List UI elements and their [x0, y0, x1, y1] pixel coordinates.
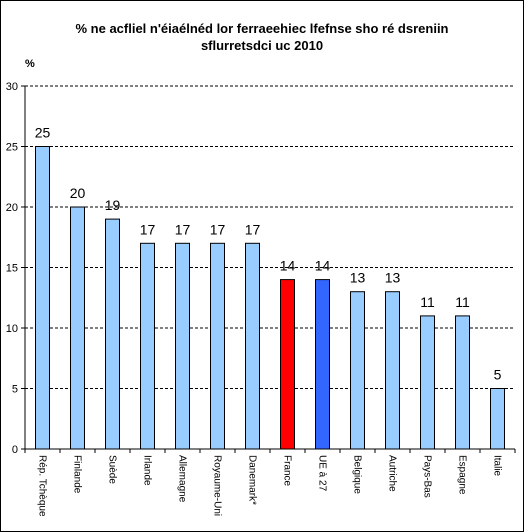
data-label: 5	[494, 367, 502, 383]
data-label: 13	[350, 270, 366, 286]
x-tick-label: Autriche	[387, 455, 398, 492]
chart-title-line-1: % ne acfliel n'éiaélnéd lor ferraeehiec …	[75, 21, 449, 36]
bar	[245, 242, 260, 450]
data-label: 17	[245, 221, 261, 237]
data-label: 25	[35, 125, 51, 141]
x-tick-label: Finlande	[72, 455, 83, 494]
data-label: 17	[140, 221, 156, 237]
x-tick-label: Italie	[492, 455, 503, 477]
data-label: 11	[420, 294, 435, 310]
data-label: 19	[105, 197, 121, 213]
bar	[70, 206, 85, 450]
data-label: 20	[70, 185, 86, 201]
y-tick-label: 10	[6, 323, 18, 335]
x-tick-label: Belgique	[352, 455, 363, 494]
y-tick-label: 25	[6, 142, 18, 154]
data-label: 11	[455, 294, 470, 310]
data-label: 17	[210, 221, 226, 237]
y-tick-label: 30	[6, 81, 18, 93]
bar	[210, 242, 225, 450]
x-tick-label: Royaume-Uni	[212, 455, 223, 516]
data-label: 14	[315, 258, 331, 274]
bar	[385, 291, 400, 450]
x-tick-label: Allemagne	[177, 455, 188, 503]
x-tick-label: France	[282, 455, 293, 487]
chart-title: % ne acfliel n'éiaélnéd lor ferraeehiec …	[0, 20, 524, 54]
y-tick-label: 20	[6, 202, 18, 214]
data-label: 13	[385, 270, 401, 286]
bar	[455, 315, 470, 450]
bar	[105, 218, 120, 450]
bar	[420, 315, 435, 450]
y-axis-unit-label: %	[25, 58, 35, 70]
y-tick-label: 0	[12, 444, 18, 456]
data-label: 17	[175, 221, 191, 237]
y-tick-label: 5	[12, 384, 18, 396]
bar	[280, 279, 295, 450]
x-tick-label: Rép. Tchèque	[37, 455, 48, 517]
x-tick-label: UE à 27	[317, 455, 328, 492]
bar	[35, 146, 50, 450]
chart-title-line-2: sflurretsdci uc 2010	[200, 38, 324, 53]
bar	[140, 242, 155, 450]
x-tick-label: Pays-Bas	[422, 455, 433, 498]
bar	[490, 388, 505, 450]
bar	[350, 291, 365, 450]
bar	[315, 279, 330, 450]
x-tick-label: Irlande	[142, 455, 153, 486]
data-label: 14	[280, 258, 296, 274]
x-tick-label: Danemark*	[247, 455, 258, 505]
bar	[175, 242, 190, 450]
x-tick-label: Espagne	[457, 455, 468, 495]
x-tick-label: Suède	[107, 455, 118, 484]
y-tick-label: 15	[6, 263, 18, 275]
